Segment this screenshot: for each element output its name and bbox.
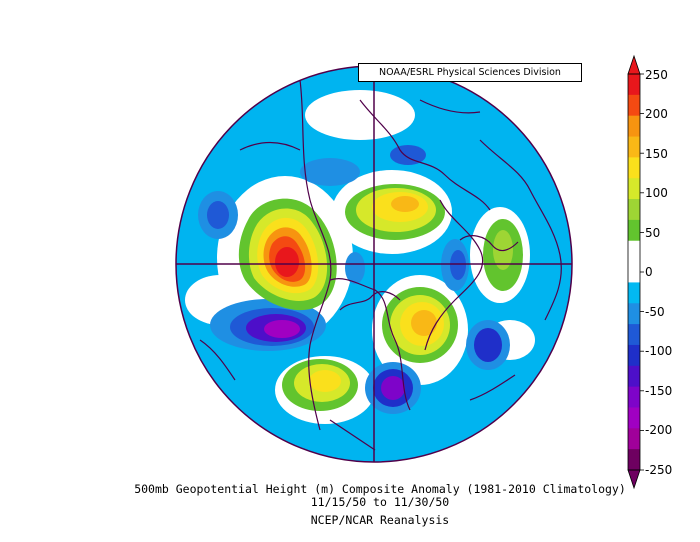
central-asia-trough	[441, 239, 469, 291]
colorbar-swatch	[628, 386, 640, 408]
colorbar-swatch	[628, 365, 640, 388]
colorbar-swatch	[628, 303, 640, 325]
colorbar-swatch	[628, 282, 640, 304]
colorbar-label: -150	[645, 384, 673, 398]
colorbar-label: 200	[645, 107, 668, 121]
colorbar-swatch	[628, 199, 640, 221]
colorbar-swatch	[628, 261, 640, 283]
colorbar-swatch	[628, 407, 640, 429]
colorbar-label: 100	[645, 186, 668, 200]
colorbar-swatch	[628, 428, 640, 450]
colorbar-swatch	[628, 324, 640, 346]
colorbar-label: -250	[645, 463, 673, 477]
colorbar-label: -200	[645, 423, 673, 437]
caption-title: 500mb Geopotential Height (m) Composite …	[134, 482, 626, 496]
caption-source: NCEP/NCAR Reanalysis	[310, 513, 450, 527]
colorbar-label: 150	[645, 147, 668, 161]
east-pacific-trough	[210, 299, 326, 351]
colorbar	[627, 54, 644, 490]
colorbar-label: 0	[645, 265, 653, 279]
atlantic-ridge	[382, 287, 458, 363]
south-atlantic-trough	[466, 320, 510, 370]
arctic-trough	[300, 145, 426, 284]
colorbar-label: 50	[645, 226, 661, 240]
colorbar-swatch	[628, 178, 640, 200]
pacific-ridge	[238, 198, 337, 311]
credit-label: NOAA/ESRL Physical Sciences Division	[358, 63, 582, 82]
pacific-west-trough	[198, 191, 238, 239]
caption-dates: 11/15/50 to 11/30/50	[310, 495, 450, 509]
colorbar-swatch	[628, 136, 640, 158]
greenland-ridge	[345, 184, 445, 240]
colorbar-swatch	[628, 219, 640, 242]
colorbar-swatch	[628, 449, 640, 471]
colorbar-label: -50	[645, 305, 665, 319]
colorbar-swatch	[628, 115, 640, 138]
colorbar-swatch	[628, 344, 640, 367]
colorbar-swatch	[628, 240, 640, 263]
colorbar-swatch	[628, 74, 640, 96]
colorbar-swatch	[628, 94, 640, 117]
colorbar-label: -100	[645, 344, 673, 358]
colorbar-swatch	[628, 157, 640, 179]
colorbar-max-arrow	[627, 54, 641, 75]
colorbar-label: 250	[645, 68, 668, 82]
europe-ridge	[483, 219, 523, 291]
coastlines	[199, 79, 562, 451]
west-atlantic-ridge	[282, 359, 358, 411]
